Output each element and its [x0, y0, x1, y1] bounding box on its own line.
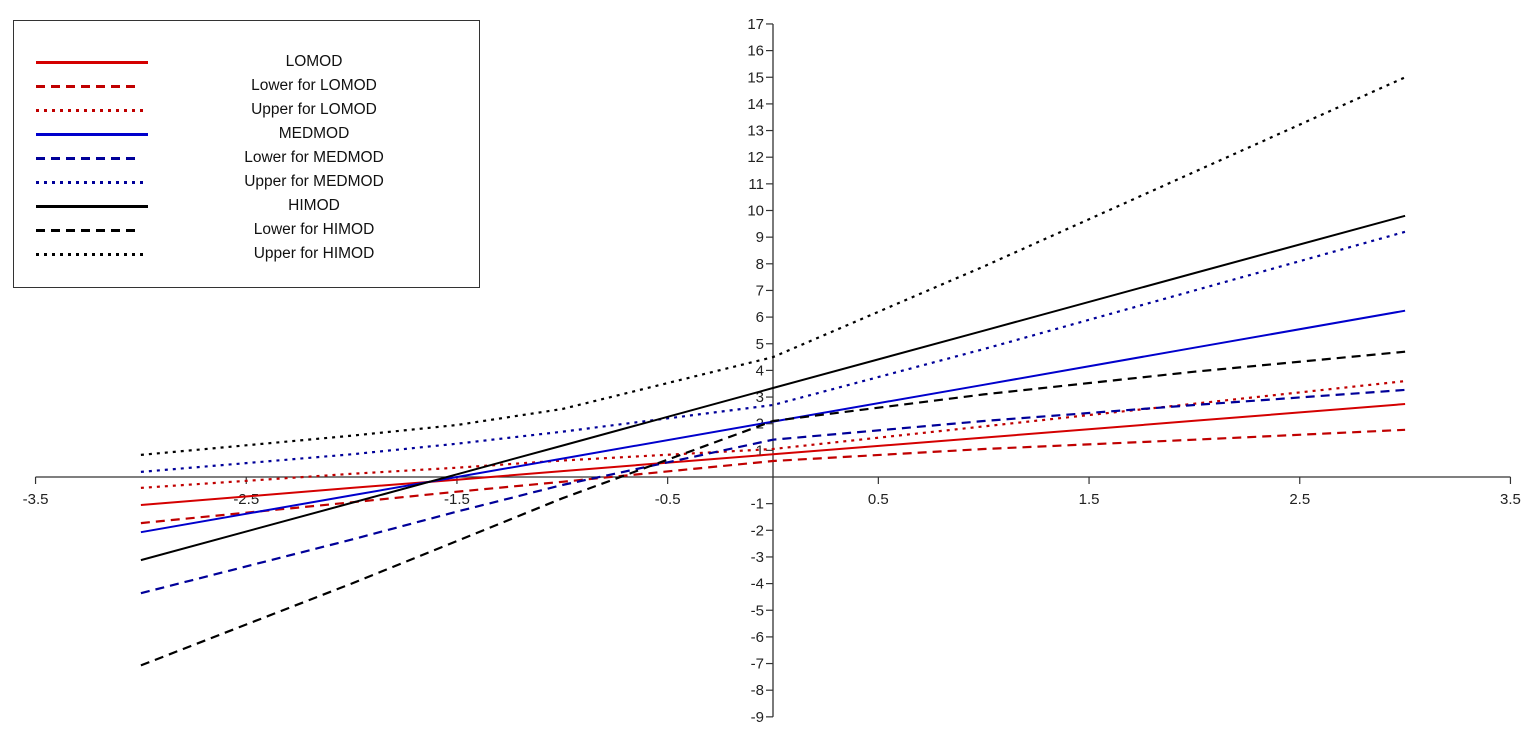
series-line — [140, 428, 1406, 525]
series-layer — [140, 76, 1406, 667]
y-tick-label: 13 — [747, 123, 764, 140]
legend-swatch — [36, 181, 144, 184]
y-tick-label: 17 — [747, 16, 764, 33]
x-tick-label: 1.5 — [1079, 491, 1100, 508]
x-tick-label: -2.5 — [233, 491, 259, 508]
series-line — [140, 388, 1406, 595]
series-line — [140, 350, 1406, 667]
y-tick-label: 4 — [756, 362, 764, 379]
y-tick-label: -3 — [751, 549, 764, 566]
y-tick-label: -2 — [751, 522, 764, 539]
y-tick-label: 16 — [747, 43, 764, 60]
y-tick-label: -7 — [751, 656, 764, 673]
legend-item-lower-medmod: Lower for MEDMOD — [14, 147, 479, 170]
x-tick-label: -1.5 — [444, 491, 470, 508]
legend-label: Upper for HIMOD — [253, 245, 375, 262]
y-tick-label: 11 — [748, 176, 764, 193]
y-tick-label: 10 — [747, 203, 764, 220]
legend-swatch — [36, 157, 140, 160]
y-tick-label: 14 — [747, 96, 764, 113]
legend-swatch — [36, 133, 148, 136]
y-tick-label: 8 — [756, 256, 764, 273]
legend-item-upper-himod: Upper for HIMOD — [14, 243, 479, 266]
legend-label: Lower for HIMOD — [253, 221, 375, 238]
axes: -3.5 -2.5 -1.5 -0.5 0.5 1.5 2.5 3.5171615141312… — [23, 16, 1521, 726]
legend: LOMOD Lower for LOMOD Upper for LOMOD ME… — [13, 20, 480, 288]
legend-item-lower-lomod: Lower for LOMOD — [14, 75, 479, 98]
legend-label: LOMOD — [285, 53, 343, 70]
y-tick-label: -1 — [751, 496, 764, 513]
legend-swatch — [36, 61, 148, 64]
legend-label: Upper for LOMOD — [251, 101, 377, 118]
legend-item-himod: HIMOD — [14, 195, 479, 218]
x-tick-label: 3.5 — [1500, 491, 1521, 508]
series-line — [140, 214, 1406, 562]
y-tick-label: -6 — [751, 629, 764, 646]
y-tick-label: 5 — [756, 336, 764, 353]
legend-item-upper-lomod: Upper for LOMOD — [14, 99, 479, 122]
x-tick-label: 0.5 — [868, 491, 889, 508]
legend-label: Lower for LOMOD — [251, 77, 377, 94]
legend-label: Upper for MEDMOD — [244, 173, 384, 190]
legend-swatch — [36, 229, 140, 232]
x-tick-label: 2.5 — [1289, 491, 1310, 508]
series-line — [140, 230, 1406, 473]
legend-swatch — [36, 205, 148, 208]
y-tick-label: -9 — [751, 709, 764, 726]
y-tick-label: -5 — [751, 602, 764, 619]
y-tick-label: 12 — [747, 149, 764, 166]
series-line — [140, 309, 1406, 534]
x-tick-label: -3.5 — [23, 491, 49, 508]
y-tick-label: 15 — [747, 69, 764, 86]
legend-label: HIMOD — [288, 197, 340, 214]
y-tick-label: -8 — [751, 682, 764, 699]
legend-swatch — [36, 253, 144, 256]
legend-swatch — [36, 109, 144, 112]
y-tick-label: 7 — [756, 282, 764, 299]
y-tick-label: -4 — [751, 576, 764, 593]
legend-item-upper-medmod: Upper for MEDMOD — [14, 171, 479, 194]
legend-swatch — [36, 85, 140, 88]
y-tick-label: 3 — [756, 389, 764, 406]
legend-label: Lower for MEDMOD — [244, 149, 384, 166]
legend-label: MEDMOD — [278, 125, 350, 142]
x-tick-label: -0.5 — [655, 491, 681, 508]
legend-item-medmod: MEDMOD — [14, 123, 479, 146]
legend-item-lower-himod: Lower for HIMOD — [14, 219, 479, 242]
y-tick-label: 6 — [756, 309, 764, 326]
y-tick-label: 1 — [756, 442, 764, 459]
legend-item-lomod: LOMOD — [14, 51, 479, 74]
y-tick-label: 9 — [756, 229, 764, 246]
